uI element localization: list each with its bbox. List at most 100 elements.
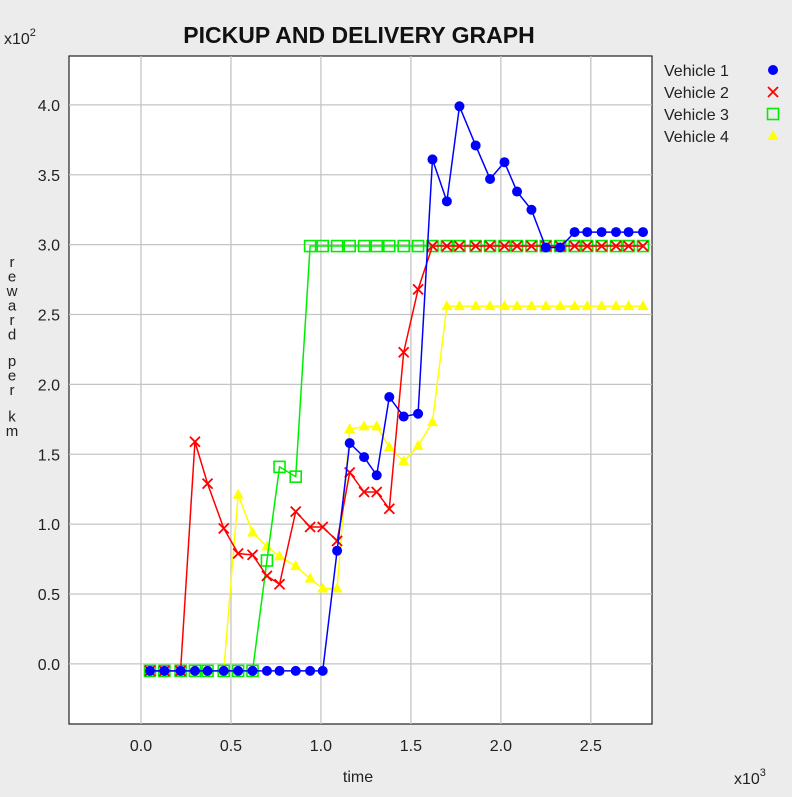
data-point bbox=[331, 582, 343, 593]
data-point bbox=[343, 239, 357, 253]
x-marker-stroke bbox=[371, 486, 383, 498]
tick-labels: 0.0 0.5 1.0 1.5 2.0 2.5 0.0 0.5 1.0 1.5 2.0 2.5 3.0 3… bbox=[38, 98, 602, 755]
data-point bbox=[261, 665, 272, 676]
y-tick-label: 3.0 bbox=[38, 238, 60, 255]
data-point bbox=[453, 300, 465, 311]
data-point bbox=[581, 300, 593, 311]
data-point bbox=[555, 242, 566, 253]
x-marker-stroke bbox=[470, 240, 482, 252]
data-point bbox=[274, 550, 286, 561]
data-point bbox=[540, 242, 551, 253]
data-point bbox=[261, 570, 273, 582]
data-point bbox=[232, 547, 244, 560]
y-axis-label-char: a bbox=[8, 298, 17, 315]
legend-item: Vehicle 3 bbox=[664, 107, 780, 124]
data-point bbox=[371, 486, 383, 498]
data-point bbox=[330, 239, 344, 253]
data-point bbox=[484, 240, 496, 252]
data-point bbox=[595, 240, 608, 252]
data-point bbox=[273, 578, 286, 590]
data-point bbox=[383, 441, 395, 452]
data-point bbox=[453, 240, 466, 252]
data-point bbox=[610, 300, 622, 311]
plot-area bbox=[68, 55, 653, 725]
data-point bbox=[540, 300, 552, 311]
data-point bbox=[247, 665, 258, 676]
legend-label: Vehicle 2 bbox=[664, 85, 729, 102]
data-point bbox=[331, 535, 343, 547]
y-scale-label: x102 bbox=[4, 27, 36, 48]
x-scale-label: x103 bbox=[734, 767, 766, 788]
y-axis-label-char: r bbox=[10, 254, 15, 271]
data-point bbox=[247, 526, 259, 537]
data-point bbox=[274, 665, 285, 676]
y-axis-label-char: m bbox=[6, 423, 19, 440]
legend-marker bbox=[768, 65, 778, 75]
y-tick-label: 2.0 bbox=[38, 377, 60, 394]
y-axis-label-char: w bbox=[6, 283, 18, 300]
x-marker-stroke bbox=[568, 240, 581, 252]
legend-item: Vehicle 4 bbox=[664, 129, 779, 146]
data-point bbox=[357, 239, 371, 253]
y-axis-label-char: d bbox=[8, 327, 16, 344]
data-point bbox=[398, 455, 410, 466]
data-point bbox=[499, 157, 510, 168]
data-point bbox=[498, 240, 511, 252]
data-point bbox=[470, 300, 482, 311]
x-marker-stroke bbox=[218, 522, 230, 534]
data-point bbox=[144, 665, 155, 676]
data-point bbox=[290, 505, 302, 518]
data-point bbox=[441, 300, 453, 311]
data-point bbox=[569, 227, 580, 238]
data-point bbox=[637, 300, 649, 311]
data-point bbox=[596, 227, 607, 238]
data-point bbox=[370, 239, 383, 253]
data-point bbox=[611, 227, 622, 238]
data-point bbox=[582, 227, 593, 238]
legend-item: Vehicle 2 bbox=[664, 85, 779, 102]
data-point bbox=[384, 391, 395, 402]
legend-marker bbox=[767, 130, 779, 140]
data-point bbox=[218, 665, 229, 676]
x-marker-stroke bbox=[511, 240, 523, 252]
x-marker-stroke bbox=[189, 436, 201, 448]
x-marker-stroke bbox=[331, 535, 343, 547]
x-marker-stroke bbox=[610, 240, 622, 252]
x-marker-stroke bbox=[246, 549, 259, 561]
data-point bbox=[189, 665, 200, 676]
x-marker-stroke bbox=[398, 346, 410, 358]
data-point bbox=[637, 240, 649, 252]
x-marker-stroke bbox=[232, 547, 244, 560]
data-point bbox=[189, 436, 201, 448]
legend: Vehicle 1 Vehicle 2 Vehicle 3 Vehicle 4 bbox=[664, 63, 780, 146]
data-point bbox=[638, 227, 649, 238]
data-point bbox=[623, 227, 634, 238]
data-point bbox=[358, 486, 370, 498]
data-point bbox=[568, 240, 581, 252]
data-point bbox=[358, 420, 370, 431]
data-point bbox=[344, 423, 356, 434]
data-point bbox=[317, 521, 329, 533]
x-marker-stroke bbox=[637, 240, 649, 252]
data-point bbox=[290, 665, 301, 676]
y-axis-label-char: p bbox=[8, 353, 16, 370]
data-point bbox=[441, 240, 453, 252]
x-marker-stroke bbox=[290, 505, 302, 518]
series-vehicle-1 bbox=[144, 101, 649, 676]
y-axis-label-char: r bbox=[10, 312, 15, 329]
data-point bbox=[441, 196, 452, 207]
x-marker-stroke bbox=[358, 486, 370, 498]
data-point bbox=[304, 521, 316, 533]
y-axis-label-char: k bbox=[8, 409, 16, 426]
data-point bbox=[304, 572, 316, 583]
data-point bbox=[426, 416, 438, 427]
data-point bbox=[470, 140, 481, 151]
data-point bbox=[596, 300, 608, 311]
data-point bbox=[412, 283, 424, 296]
y-tick-label: 3.5 bbox=[38, 168, 60, 185]
data-point bbox=[382, 239, 396, 253]
data-point bbox=[484, 300, 496, 311]
x-marker-stroke bbox=[383, 503, 395, 515]
